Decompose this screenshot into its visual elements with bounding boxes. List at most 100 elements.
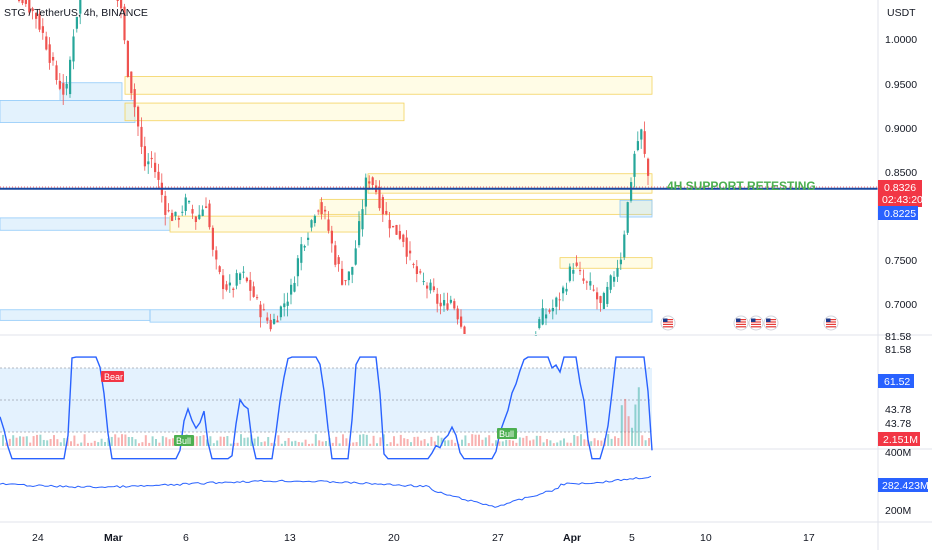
candle-body bbox=[123, 6, 126, 41]
candle-body bbox=[354, 248, 357, 265]
candle-body bbox=[426, 285, 429, 289]
candle-body bbox=[65, 83, 68, 89]
volume-bar bbox=[257, 436, 259, 446]
volume-bar bbox=[124, 434, 127, 446]
candle-body bbox=[211, 227, 214, 250]
volume-bar bbox=[63, 438, 66, 446]
candle-body bbox=[344, 280, 347, 282]
candle-body bbox=[364, 177, 367, 207]
volume-bar bbox=[314, 434, 317, 446]
volume-bar bbox=[518, 437, 521, 446]
volume-bar bbox=[42, 439, 45, 446]
price-tick: 0.9000 bbox=[885, 123, 917, 135]
candle-body bbox=[143, 146, 146, 167]
volume-bar bbox=[410, 442, 412, 446]
candle-body bbox=[317, 210, 320, 212]
candle-body bbox=[538, 319, 541, 328]
candle-body bbox=[205, 206, 208, 208]
price-axis[interactable]: 1.0000 0.9500 0.9000 0.8500 0.7500 0.700… bbox=[885, 34, 917, 311]
candle-body bbox=[52, 56, 55, 61]
volume-bar bbox=[365, 434, 368, 446]
candle-body bbox=[72, 36, 75, 62]
candle-body bbox=[640, 129, 643, 140]
candle-body bbox=[235, 273, 238, 286]
price-zone bbox=[59, 82, 123, 101]
time-tick: Apr bbox=[563, 532, 581, 544]
volume-bar bbox=[416, 436, 419, 446]
volume-bar bbox=[563, 438, 565, 446]
flag-icon[interactable] bbox=[763, 315, 779, 331]
volume-bar bbox=[155, 439, 157, 446]
candle-body bbox=[446, 303, 449, 310]
candle-body bbox=[599, 296, 602, 303]
candle-body bbox=[228, 282, 231, 286]
volume-bar bbox=[508, 439, 511, 446]
candle-body bbox=[371, 177, 374, 186]
candle-body bbox=[334, 245, 337, 265]
volume-bar bbox=[260, 442, 263, 446]
volume-bar bbox=[478, 434, 480, 446]
candle-body bbox=[269, 319, 272, 330]
candle-body bbox=[126, 41, 129, 77]
candle-body bbox=[562, 287, 565, 294]
rsi-label-top: 81.58 bbox=[885, 344, 911, 356]
last-price-badge: 0.8326 02:43:20 bbox=[878, 180, 923, 207]
candle-body bbox=[548, 310, 551, 312]
volume-bar bbox=[515, 442, 518, 446]
volume-bar bbox=[134, 439, 137, 446]
price-zone bbox=[559, 257, 653, 269]
economic-events[interactable] bbox=[660, 315, 839, 331]
volume-bar bbox=[2, 434, 4, 446]
volume-bar bbox=[93, 440, 96, 446]
flag-icon[interactable] bbox=[748, 315, 764, 331]
obv-label: 200M bbox=[885, 505, 911, 517]
candle-body bbox=[259, 304, 262, 318]
volume-bar bbox=[488, 435, 491, 446]
price-zone bbox=[619, 199, 653, 218]
volume-bar bbox=[121, 434, 123, 446]
candle-body bbox=[575, 262, 578, 266]
obv-line bbox=[0, 475, 652, 508]
volume-bar bbox=[12, 435, 15, 446]
signal-bear-text: Bear bbox=[104, 372, 123, 382]
volume-bar bbox=[620, 405, 623, 446]
volume-bar bbox=[100, 438, 103, 446]
flag-icon[interactable] bbox=[660, 315, 676, 331]
candle-body bbox=[273, 318, 276, 324]
candle-body bbox=[174, 211, 177, 217]
flag-icon[interactable] bbox=[733, 315, 749, 331]
volume-bar bbox=[644, 440, 647, 446]
volume-bar bbox=[335, 436, 338, 446]
volume-bar bbox=[556, 442, 559, 446]
volume-bar bbox=[236, 442, 239, 446]
volume-bar bbox=[593, 438, 596, 446]
candle-body bbox=[69, 59, 72, 95]
volume-bar bbox=[223, 436, 225, 446]
volume-bar bbox=[212, 443, 215, 446]
candle-body bbox=[137, 106, 140, 127]
flag-icon[interactable] bbox=[823, 315, 839, 331]
candle-body bbox=[589, 281, 592, 286]
volume-bar bbox=[304, 439, 307, 446]
volume-bar bbox=[32, 436, 35, 446]
volume-bar bbox=[386, 443, 389, 446]
volume-bar bbox=[151, 436, 154, 446]
volume-bar bbox=[461, 439, 463, 446]
volume-bar bbox=[369, 443, 372, 446]
volume-bar bbox=[454, 442, 457, 446]
candle-body bbox=[28, 0, 31, 13]
candle-body bbox=[429, 282, 432, 291]
volume-bar bbox=[501, 441, 504, 446]
price-tick: 0.7500 bbox=[885, 255, 917, 267]
time-axis[interactable]: 24 Mar 6 13 20 27 Apr 5 10 17 bbox=[32, 532, 815, 544]
price-zone bbox=[149, 309, 653, 323]
candle-body bbox=[412, 263, 415, 265]
candle-body bbox=[154, 162, 157, 173]
volume-value-badge: 2.151M bbox=[878, 432, 920, 446]
candle-body bbox=[388, 219, 391, 229]
volume-bar bbox=[597, 440, 599, 446]
candle-body bbox=[252, 286, 255, 297]
candle-body bbox=[313, 215, 316, 224]
